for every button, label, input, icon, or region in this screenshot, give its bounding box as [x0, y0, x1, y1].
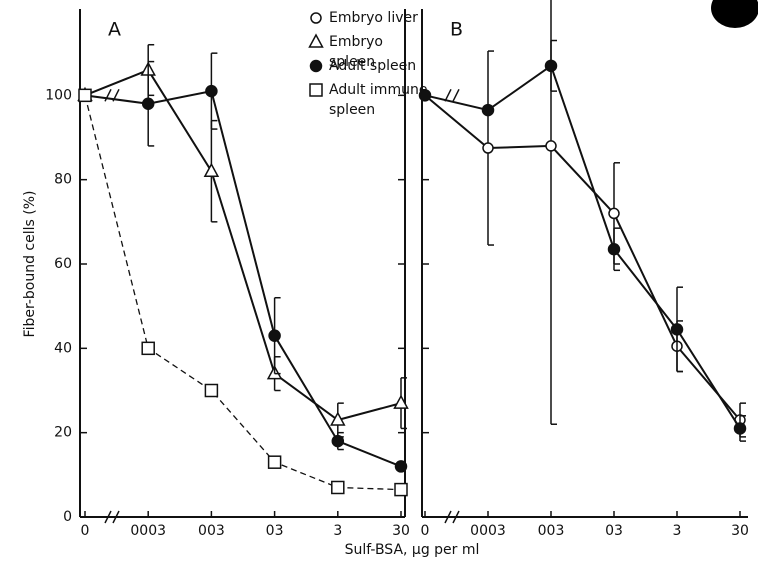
point [394, 482, 408, 497]
x-tick-label: 30 [731, 523, 749, 539]
legend-line: spleen [329, 102, 375, 118]
y-axis-label: Fiber-bound cells (%) [22, 191, 38, 338]
point [78, 88, 92, 103]
y-tick-label: 40 [54, 340, 72, 356]
series-line [424, 64, 741, 429]
panel-label: A [108, 19, 121, 41]
x-tick-label: 3 [673, 523, 682, 539]
point [670, 323, 684, 336]
series-line [84, 89, 402, 468]
x-tick-label: 0 [81, 523, 90, 539]
point [141, 341, 155, 356]
x-tick-label: 0003 [130, 523, 166, 539]
point [544, 59, 558, 73]
axis-break [112, 510, 120, 524]
x-tick-label: 003 [538, 523, 565, 539]
x-tick-label: 0003 [470, 523, 506, 539]
legend-line: Embryo [329, 34, 387, 50]
point [394, 460, 408, 473]
point [308, 33, 324, 48]
y-tick-label: 0 [63, 509, 72, 525]
x-tick-label: 003 [198, 523, 225, 539]
point [608, 207, 620, 220]
point [309, 83, 323, 97]
point [309, 59, 323, 73]
point [268, 329, 281, 342]
legend-label: Adult spleen [329, 58, 416, 74]
point [205, 84, 218, 98]
point [310, 12, 322, 24]
point [267, 455, 282, 469]
y-tick-label: 80 [54, 172, 72, 188]
legend-label: Adult immune spleen [329, 82, 432, 118]
legend-label: Embryo spleen [329, 34, 387, 70]
point [607, 242, 621, 256]
point [204, 383, 219, 398]
x-tick-label: 0 [421, 523, 430, 539]
legend-line: Adult immune [329, 82, 432, 98]
point [393, 394, 409, 409]
x-tick-label: 3 [333, 523, 342, 539]
axis-break [444, 510, 452, 524]
series-line [84, 95, 402, 491]
point [418, 89, 432, 102]
point [545, 140, 557, 152]
series-line [84, 68, 402, 422]
point [203, 162, 220, 177]
axis-break [104, 88, 112, 102]
y-tick-label: 60 [54, 256, 72, 272]
point [482, 142, 494, 154]
point [733, 422, 747, 435]
series-line [424, 94, 741, 421]
x-tick-label: 30 [392, 523, 410, 539]
point [331, 480, 345, 495]
point [481, 103, 495, 117]
point [141, 97, 155, 111]
x-axis-label: Sulf-BSA, µg per ml [345, 542, 480, 558]
corner-blot [711, 0, 758, 28]
legend-line: spleen [329, 54, 375, 70]
x-tick-label: 03 [605, 523, 623, 539]
axis-break [104, 510, 112, 524]
axis-break [452, 510, 460, 524]
y-tick-label: 20 [54, 425, 72, 441]
legend-label: Embryo liver [329, 10, 418, 26]
point [330, 411, 346, 426]
panel-label: B [450, 19, 463, 41]
x-tick-label: 03 [266, 523, 284, 539]
point [331, 434, 345, 448]
y-tick-label: 100 [45, 87, 72, 103]
axis-break [452, 88, 460, 102]
